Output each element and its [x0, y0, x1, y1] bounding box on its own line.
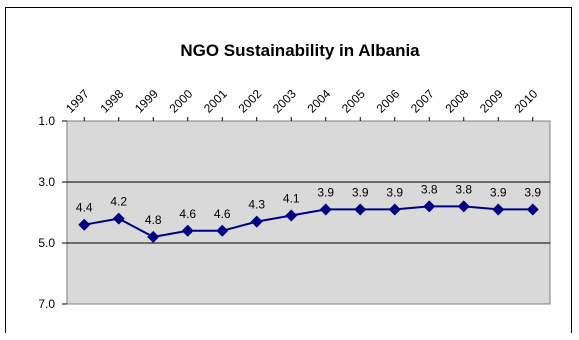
- data-point: [78, 218, 91, 231]
- data-point: [492, 203, 505, 216]
- y-tick-label: 5.0: [38, 236, 55, 250]
- data-point: [181, 224, 194, 237]
- y-tick-label: 3.0: [38, 175, 55, 189]
- data-label: 3.9: [490, 185, 507, 199]
- series-layer: [78, 200, 539, 243]
- y-axis-ticks: 1.0 3.0 5.0 7.0: [38, 114, 67, 311]
- x-tick-label: 2005: [339, 87, 368, 116]
- x-tick-label: 1997: [63, 87, 92, 116]
- x-axis-ticks: 1997 1998 1999 2000 2001 2002 2003 2004 2005 2006…: [63, 87, 541, 121]
- data-point: [526, 203, 539, 216]
- data-label: 3.8: [421, 182, 438, 196]
- x-tick-label: 2003: [270, 87, 299, 116]
- data-point: [250, 215, 263, 228]
- data-label: 4.2: [110, 195, 127, 209]
- x-tick-label: 2001: [201, 87, 230, 116]
- data-label: 3.8: [455, 182, 472, 196]
- data-label: 3.9: [524, 185, 541, 199]
- data-labels: 4.4 4.2 4.8 4.6 4.6 4.3 4.1 3.9 3.9 3.9 3.8 3.8 3.9 3…: [76, 182, 542, 227]
- data-point: [112, 212, 125, 225]
- data-label: 4.4: [76, 201, 93, 215]
- data-point: [216, 224, 229, 237]
- data-label: 4.6: [214, 207, 231, 221]
- data-point: [285, 209, 298, 222]
- data-label: 4.1: [283, 192, 300, 206]
- data-label: 4.6: [179, 207, 196, 221]
- y-tick-label: 1.0: [38, 114, 55, 128]
- chart-title: NGO Sustainability in Albania: [180, 41, 420, 60]
- data-point: [319, 203, 332, 216]
- x-tick-label: 2008: [443, 87, 472, 116]
- x-tick-label: 2007: [408, 87, 437, 116]
- x-tick-label: 2009: [477, 87, 506, 116]
- data-point: [388, 203, 401, 216]
- x-tick-label: 2004: [305, 87, 334, 116]
- y-tick-label: 7.0: [38, 297, 55, 311]
- data-point: [423, 200, 436, 213]
- data-point: [457, 200, 470, 213]
- x-tick-label: 2000: [167, 87, 196, 116]
- data-label: 3.9: [352, 185, 369, 199]
- data-point: [147, 230, 160, 243]
- x-tick-label: 2006: [374, 87, 403, 116]
- data-point: [354, 203, 367, 216]
- data-label: 3.9: [386, 185, 403, 199]
- x-tick-label: 1998: [98, 87, 127, 116]
- data-label: 4.8: [145, 213, 162, 227]
- x-tick-label: 2010: [512, 87, 541, 116]
- x-tick-label: 1999: [132, 87, 161, 116]
- data-label: 3.9: [317, 185, 334, 199]
- data-label: 4.3: [248, 198, 265, 212]
- x-tick-label: 2002: [236, 87, 265, 116]
